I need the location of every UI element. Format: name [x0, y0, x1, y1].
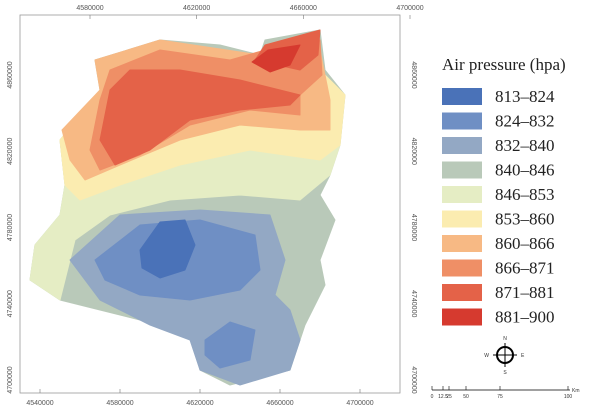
compass: N S E W	[484, 336, 525, 376]
legend-label: 866–871	[495, 259, 555, 278]
legend-swatch	[442, 186, 482, 203]
x-coord-label: 4700000	[346, 400, 373, 407]
legend-label: 840–846	[495, 161, 555, 180]
legend-swatch	[442, 284, 482, 301]
legend-label: 881–900	[495, 308, 555, 327]
legend-label: 832–840	[495, 136, 555, 155]
y-coord-label: 4780000	[410, 214, 417, 241]
y-coord-label: 4780000	[7, 214, 14, 241]
legend-title: Air pressure (hpa)	[442, 55, 566, 74]
legend-label: 824–832	[495, 112, 555, 131]
legend-swatch	[442, 112, 482, 130]
legend-label: 813–824	[495, 87, 555, 106]
legend-swatch	[442, 259, 482, 277]
x-coord-label: 4660000	[290, 5, 317, 12]
compass-e: E	[521, 353, 525, 359]
legend-swatch	[442, 161, 482, 179]
scale-label: 12.5	[438, 394, 448, 400]
y-coord-label: 4740000	[7, 290, 14, 317]
legend-swatch	[442, 88, 482, 105]
y-coord-label: 4820000	[7, 138, 14, 165]
y-coord-label: 4820000	[410, 138, 417, 165]
map-frame	[19, 14, 401, 394]
y-coord-label: 4740000	[410, 290, 417, 317]
scale-label: 75	[497, 394, 503, 400]
legend-swatch	[442, 210, 482, 228]
scale-label: 0	[431, 394, 434, 400]
pressure-region	[251, 44, 301, 73]
x-coord-label: 4660000	[266, 400, 293, 407]
scale-label: 100	[564, 394, 573, 400]
x-coord-label: 4580000	[106, 400, 133, 407]
x-coord-label: 4580000	[76, 5, 103, 12]
pressure-region	[99, 69, 301, 166]
scale-unit: Km	[572, 388, 580, 394]
y-coord-label: 4700000	[410, 366, 417, 393]
legend-swatch	[442, 235, 482, 252]
legend-label: 860–866	[495, 234, 555, 253]
x-coord-label: 4620000	[183, 5, 210, 12]
x-coord-label: 4620000	[186, 400, 213, 407]
pressure-region	[139, 219, 196, 279]
compass-w: W	[484, 353, 489, 359]
compass-s: S	[503, 370, 507, 376]
y-coord-label: 4860000	[410, 61, 417, 88]
legend-swatch	[442, 308, 482, 326]
pressure-regions	[29, 29, 346, 386]
legend-label: 846–853	[495, 185, 555, 204]
x-coord-label: 4540000	[26, 400, 53, 407]
legend-label: 871–881	[495, 283, 555, 302]
x-coord-label: 4700000	[396, 5, 423, 12]
pressure-region	[204, 321, 256, 369]
y-coord-label: 4700000	[7, 366, 14, 393]
y-coord-label: 4860000	[7, 61, 14, 88]
scale-label: 50	[463, 394, 469, 400]
scale-label: 25	[446, 394, 452, 400]
compass-n: N	[503, 336, 507, 342]
legend-label: 853–860	[495, 210, 555, 229]
legend-swatch	[442, 137, 482, 154]
